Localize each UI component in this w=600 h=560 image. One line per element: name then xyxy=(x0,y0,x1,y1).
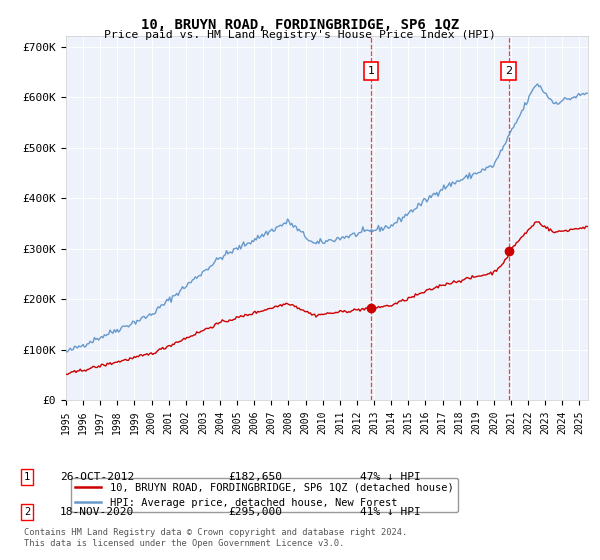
Text: 26-OCT-2012: 26-OCT-2012 xyxy=(60,472,134,482)
Text: 2: 2 xyxy=(505,66,512,76)
Text: £182,650: £182,650 xyxy=(228,472,282,482)
Text: Contains HM Land Registry data © Crown copyright and database right 2024.
This d: Contains HM Land Registry data © Crown c… xyxy=(24,528,407,548)
Text: 1: 1 xyxy=(367,66,374,76)
Text: Price paid vs. HM Land Registry's House Price Index (HPI): Price paid vs. HM Land Registry's House … xyxy=(104,30,496,40)
Text: 41% ↓ HPI: 41% ↓ HPI xyxy=(360,507,421,517)
Text: 1: 1 xyxy=(24,472,30,482)
Text: 18-NOV-2020: 18-NOV-2020 xyxy=(60,507,134,517)
Text: 2: 2 xyxy=(24,507,30,517)
Text: 47% ↓ HPI: 47% ↓ HPI xyxy=(360,472,421,482)
Legend: 10, BRUYN ROAD, FORDINGBRIDGE, SP6 1QZ (detached house), HPI: Average price, det: 10, BRUYN ROAD, FORDINGBRIDGE, SP6 1QZ (… xyxy=(71,478,458,512)
Text: 10, BRUYN ROAD, FORDINGBRIDGE, SP6 1QZ: 10, BRUYN ROAD, FORDINGBRIDGE, SP6 1QZ xyxy=(141,18,459,32)
Text: £295,000: £295,000 xyxy=(228,507,282,517)
